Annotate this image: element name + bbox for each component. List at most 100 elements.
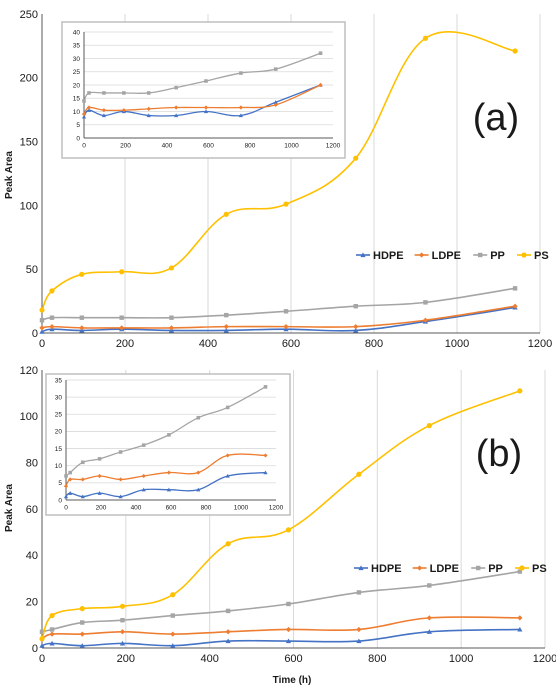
panel-a-inset-point-ldpe [273, 102, 278, 107]
panel-a-inset-y-tick-label: 5 [76, 122, 80, 129]
panel-a-point-pp [169, 315, 174, 320]
panel-b-inset-point-pp [263, 385, 268, 389]
panel-a-inset-y-tick-label: 20 [73, 82, 81, 89]
panel-b-point-pp [286, 601, 291, 607]
panel-b-point-ps [119, 603, 126, 609]
panel-a-inset-y-tick-label: 0 [76, 135, 80, 142]
panel-b-point-pp [120, 617, 125, 623]
panel-a-inset-point-hdpe [203, 109, 209, 114]
panel-a-y-tick-label: 50 [26, 264, 38, 276]
panel-a-legend-label-ps: PS [534, 250, 549, 262]
panel-b-inset-x-tick-label: 800 [201, 505, 212, 512]
panel-a-point-pp [224, 312, 229, 318]
panel-b-point-pp [49, 627, 55, 632]
panel-a-point-hdpe [39, 329, 45, 334]
panel-b-point-ldpe [285, 626, 292, 633]
panel-b-legend-marker-ps [519, 565, 525, 571]
panel-b-inset-line-hdpe [65, 471, 266, 498]
panel-b-point-ps [79, 606, 85, 612]
panel-b-line-hdpe [41, 628, 520, 647]
panel-a-x-tick-label: 0 [39, 338, 45, 350]
panel-b-point-pp [356, 590, 362, 595]
panel-a-point-ldpe [39, 325, 45, 331]
panel-b-point-ps [39, 636, 45, 642]
panel-a-inset-point-pp [174, 85, 178, 90]
panel-a-inset-point-pp [318, 51, 323, 55]
panel-b-point-pp [39, 629, 45, 634]
panel-b-line-ldpe [41, 616, 520, 640]
panel-b-inset-point-pp [64, 474, 68, 478]
panel-a-inset-point-ldpe [86, 105, 92, 110]
panel-b-y-tick-label: 0 [32, 643, 38, 655]
panel-a-legend-marker-ldpe [419, 252, 425, 258]
panel-b-inset-y-tick-label: 10 [55, 463, 63, 470]
panel-b-inset-point-hdpe [166, 487, 171, 492]
panel-a-point-ldpe [49, 324, 55, 330]
panel-a-inset-y-tick-label: 30 [73, 56, 81, 63]
panel-b-inset-line-ldpe [65, 453, 266, 487]
panel-b-point-ps [170, 592, 176, 598]
panel-b-point-hdpe [119, 640, 126, 646]
panel-a-x-tick-label: 1000 [445, 338, 469, 350]
panel-b-inset-x-tick-label: 200 [96, 505, 107, 512]
panel-a-inset-point-pp [146, 91, 151, 95]
panel-b-inset-frame [45, 373, 291, 516]
panel-b-inset-y-tick-label: 30 [55, 394, 63, 401]
panel-a-inset-x-tick-label: 400 [162, 143, 173, 150]
panel-b-x-tick-label: 200 [117, 653, 135, 665]
panel-b-inset-point-pp [68, 470, 72, 475]
panel-b-inset-y-tick-label: 35 [55, 377, 63, 384]
panel-a-legend-label-hdpe: HDPE [373, 250, 404, 262]
panel-b-x-tick-label: 0 [39, 653, 45, 665]
panel-b-inset-point-hdpe [68, 491, 73, 495]
panel-b-point-pp [170, 613, 175, 618]
panel-a-point-ps [283, 201, 289, 207]
panel-a-point-hdpe [223, 327, 229, 333]
panel-b-point-ldpe [517, 615, 523, 621]
panel-a-x-tick-label: 200 [116, 338, 134, 350]
panel-a-point-ps [79, 271, 85, 277]
panel-a-legend-marker-ps [521, 252, 527, 258]
panel-a-point-ps [422, 35, 429, 41]
panel-a-point-ldpe [283, 324, 289, 330]
panel-b-point-pp [225, 608, 231, 614]
panel-a-inset-x-tick-label: 0 [82, 143, 86, 150]
panel-a-point-pp [39, 318, 45, 323]
panel-b-point-ps [49, 612, 55, 619]
panel-b-inset-x-tick-label: 400 [131, 505, 142, 512]
panel-b-inset-point-hdpe [196, 487, 201, 492]
panel-b-x-tick-label: 400 [200, 653, 218, 665]
panel-a-legend: HDPE LDPE PP PS [356, 250, 549, 262]
panel-b-inset-y-tick-label: 25 [55, 412, 63, 419]
panel-a-inset-point-hdpe [101, 113, 107, 118]
panel-a-inset-y-tick-label: 15 [73, 96, 81, 103]
panel-a-point-ps [353, 155, 359, 161]
panel-a-x-tick-label: 800 [365, 338, 383, 350]
panel-a-inset-point-hdpe [174, 113, 179, 118]
panel-a-inset-point-pp [273, 67, 278, 71]
panel-a-inset-x-tick-label: 600 [203, 143, 214, 150]
panel-b-inset-y-tick-label: 5 [58, 480, 62, 487]
panel-a-ylabel: Peak Area [4, 151, 15, 199]
panel-b-y-tick-label: 80 [26, 458, 38, 470]
panel-a-y-tick-label: 250 [20, 9, 38, 21]
panel-a-inset-point-pp [82, 99, 86, 103]
panel-a-point-pp [423, 300, 428, 305]
panel-a-point-ps [39, 307, 45, 313]
panel-b-point-pp [427, 583, 432, 588]
panel-a-x-tick-label: 600 [282, 338, 300, 350]
panel-a-inset-point-hdpe [238, 113, 243, 118]
panel-a-point-ldpe [422, 317, 429, 323]
panel-b-inset-point-pp [118, 450, 123, 454]
panel-b-point-ldpe [79, 631, 85, 637]
panel-a-x-tick-label: 400 [199, 338, 217, 350]
panel-b-point-pp [80, 620, 85, 625]
panel-a: Peak Area (a) 0 200 400 600 800 1000 120005010… [4, 9, 552, 350]
panel-a-point-ldpe [119, 325, 125, 331]
panel-a-inset-y-tick-label: 40 [73, 29, 81, 36]
panel-b-inset-point-ldpe [97, 473, 102, 479]
panel-b-y-tick-label: 20 [26, 597, 38, 609]
panel-a-inset-point-hdpe [86, 108, 92, 112]
panel-b-point-ps [356, 471, 362, 477]
panel-b-legend-marker-hdpe [358, 565, 364, 571]
